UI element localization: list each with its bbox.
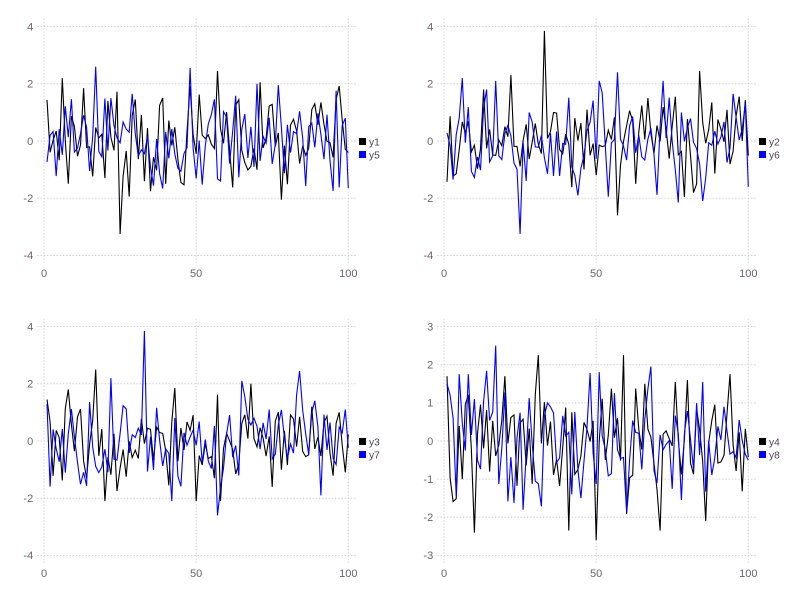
svg-text:y3: y3 bbox=[369, 437, 380, 448]
svg-text:50: 50 bbox=[590, 268, 602, 280]
svg-text:0: 0 bbox=[441, 568, 447, 580]
svg-text:y4: y4 bbox=[769, 437, 780, 448]
svg-text:y1: y1 bbox=[369, 137, 380, 148]
svg-text:2: 2 bbox=[427, 79, 433, 91]
svg-text:4: 4 bbox=[427, 21, 433, 33]
svg-text:0: 0 bbox=[27, 436, 33, 448]
svg-text:0: 0 bbox=[427, 136, 433, 148]
svg-text:-3: -3 bbox=[423, 550, 433, 562]
svg-text:2: 2 bbox=[27, 79, 33, 91]
svg-text:2: 2 bbox=[27, 379, 33, 391]
svg-text:50: 50 bbox=[190, 568, 202, 580]
svg-text:100: 100 bbox=[339, 268, 357, 280]
svg-text:-4: -4 bbox=[23, 250, 33, 262]
svg-text:50: 50 bbox=[590, 568, 602, 580]
svg-text:y2: y2 bbox=[769, 137, 780, 148]
svg-text:100: 100 bbox=[739, 568, 757, 580]
svg-text:-2: -2 bbox=[423, 512, 433, 524]
svg-text:100: 100 bbox=[739, 268, 757, 280]
svg-text:-2: -2 bbox=[423, 193, 433, 205]
svg-text:-4: -4 bbox=[23, 550, 33, 562]
svg-text:-4: -4 bbox=[423, 250, 433, 262]
svg-text:y8: y8 bbox=[769, 450, 780, 461]
svg-text:-1: -1 bbox=[423, 474, 433, 486]
svg-text:0: 0 bbox=[427, 436, 433, 448]
svg-text:3: 3 bbox=[427, 321, 433, 333]
svg-text:100: 100 bbox=[339, 568, 357, 580]
svg-text:0: 0 bbox=[41, 268, 47, 280]
svg-text:0: 0 bbox=[27, 136, 33, 148]
svg-text:50: 50 bbox=[190, 268, 202, 280]
svg-text:-2: -2 bbox=[23, 493, 33, 505]
svg-text:2: 2 bbox=[427, 360, 433, 372]
svg-text:0: 0 bbox=[441, 268, 447, 280]
svg-text:-2: -2 bbox=[23, 193, 33, 205]
svg-text:y5: y5 bbox=[369, 150, 380, 161]
svg-text:y7: y7 bbox=[369, 450, 380, 461]
svg-text:0: 0 bbox=[41, 568, 47, 580]
svg-text:1: 1 bbox=[427, 398, 433, 410]
svg-text:4: 4 bbox=[27, 321, 33, 333]
svg-text:4: 4 bbox=[27, 21, 33, 33]
svg-text:y6: y6 bbox=[769, 150, 780, 161]
